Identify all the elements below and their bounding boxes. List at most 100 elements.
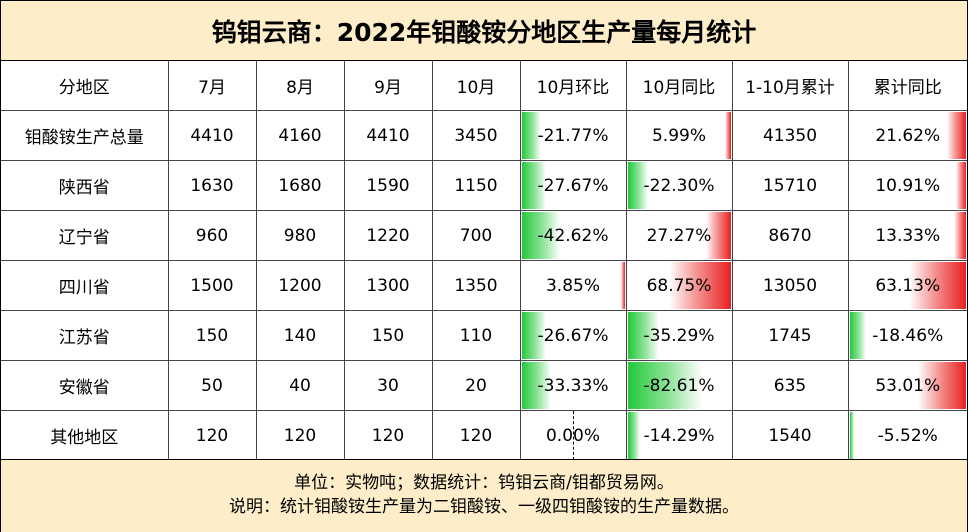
cumulative-cell: 1540 xyxy=(731,410,849,461)
cumulative-cell: 1745 xyxy=(731,310,849,361)
data-bar xyxy=(946,112,966,159)
cum-yoy-cell: 13.33% xyxy=(847,210,967,261)
mom-cell: -26.67% xyxy=(519,310,627,361)
cum-yoy-cell: 53.01% xyxy=(847,360,967,411)
mom-cell: -21.77% xyxy=(519,110,627,161)
yoy-cell: 5.99% xyxy=(625,110,733,161)
region-cell: 江苏省 xyxy=(1,310,169,361)
cum-yoy-cell: 10.91% xyxy=(847,160,967,211)
cum-yoy-value: 13.33% xyxy=(875,225,941,246)
oct-cell: 700 xyxy=(431,210,521,261)
mom-cell: -27.67% xyxy=(519,160,627,211)
header-cumulative: 1-10月累计 xyxy=(731,61,849,111)
data-bar xyxy=(725,112,731,159)
jul-cell: 150 xyxy=(167,310,257,361)
sep-cell: 150 xyxy=(343,310,433,361)
mom-value: -27.67% xyxy=(537,175,609,196)
aug-cell: 4160 xyxy=(255,110,345,161)
region-cell: 辽宁省 xyxy=(1,210,169,261)
oct-cell: 3450 xyxy=(431,110,521,161)
sep-cell: 120 xyxy=(343,410,433,461)
cum-yoy-value: 21.62% xyxy=(875,125,941,146)
aug-cell: 120 xyxy=(255,410,345,461)
data-bar xyxy=(954,212,966,259)
data-bar xyxy=(521,162,547,209)
data-bar xyxy=(956,162,966,209)
table-row: 四川省 1500 1200 1300 1350 3.85% 68.75% 13050 63.13… xyxy=(1,260,967,311)
cum-yoy-value: -18.46% xyxy=(872,325,944,346)
table-row: 安徽省 50 40 30 20 -33.33% -82.61% 635 53.01% xyxy=(1,360,967,411)
data-bar xyxy=(849,412,855,459)
data-bar xyxy=(521,312,546,359)
data-bar xyxy=(521,112,542,159)
yoy-value: -22.30% xyxy=(643,175,715,196)
region-cell: 陕西省 xyxy=(1,160,169,211)
header-cumulative-yoy: 累计同比 xyxy=(847,61,967,111)
cum-yoy-value: -5.52% xyxy=(877,425,938,446)
table-row: 其他地区 120 120 120 120 0.00% -14.29% 1540 -5.52% xyxy=(1,410,967,461)
oct-cell: 120 xyxy=(431,410,521,461)
sep-cell: 4410 xyxy=(343,110,433,161)
region-cell: 其他地区 xyxy=(1,410,169,461)
cum-yoy-cell: 21.62% xyxy=(847,110,967,161)
header-mom: 10月环比 xyxy=(519,61,627,111)
region-cell: 钼酸铵生产总量 xyxy=(1,110,169,161)
cumulative-cell: 8670 xyxy=(731,210,849,261)
data-bar xyxy=(668,262,731,309)
sep-cell: 1220 xyxy=(343,210,433,261)
yoy-value: -35.29% xyxy=(643,325,715,346)
table-row: 江苏省 150 140 150 110 -26.67% -35.29% 1745 -18.46% xyxy=(1,310,967,361)
header-region: 分地区 xyxy=(1,61,169,111)
mom-value: -42.62% xyxy=(537,225,609,246)
mom-cell: 0.00% xyxy=(519,410,627,461)
yoy-cell: 27.27% xyxy=(625,210,733,261)
mom-value: 0.00% xyxy=(545,425,600,446)
yoy-cell: -14.29% xyxy=(625,410,733,461)
mom-value: -21.77% xyxy=(537,125,609,146)
mom-cell: 3.85% xyxy=(519,260,627,311)
yoy-cell: -82.61% xyxy=(625,360,733,411)
yoy-cell: 68.75% xyxy=(625,260,733,311)
sep-cell: 30 xyxy=(343,360,433,411)
mom-cell: -42.62% xyxy=(519,210,627,261)
yoy-value: -82.61% xyxy=(643,375,715,396)
header-row: 分地区 7月 8月 9月 10月 10月环比 10月同比 1-10月累计 累计同… xyxy=(1,61,967,111)
aug-cell: 1200 xyxy=(255,260,345,311)
footer: 单位：实物吨；数据统计：钨钼云商/钼都贸易网。 说明：统计钼酸铵生产量为二钼酸铵… xyxy=(1,459,967,532)
mom-value: 3.85% xyxy=(545,275,600,296)
header-oct: 10月 xyxy=(431,61,521,111)
data-bar xyxy=(627,312,660,359)
oct-cell: 20 xyxy=(431,360,521,411)
data-bar xyxy=(627,162,648,209)
production-table: 分地区 7月 8月 9月 10月 10月环比 10月同比 1-10月累计 累计同… xyxy=(1,61,967,461)
cum-yoy-cell: -5.52% xyxy=(847,410,967,461)
jul-cell: 4410 xyxy=(167,110,257,161)
cum-yoy-value: 53.01% xyxy=(875,375,941,396)
yoy-cell: -35.29% xyxy=(625,310,733,361)
data-bar xyxy=(849,312,867,359)
cumulative-cell: 635 xyxy=(731,360,849,411)
zero-axis-line xyxy=(572,411,574,460)
header-yoy: 10月同比 xyxy=(625,61,733,111)
jul-cell: 960 xyxy=(167,210,257,261)
sep-cell: 1590 xyxy=(343,160,433,211)
jul-cell: 1630 xyxy=(167,160,257,211)
data-bar xyxy=(621,262,625,309)
footer-unit-note: 单位：实物吨；数据统计：钨钼云商/钼都贸易网。 xyxy=(294,473,674,493)
aug-cell: 980 xyxy=(255,210,345,261)
yoy-value: 5.99% xyxy=(651,125,706,146)
aug-cell: 40 xyxy=(255,360,345,411)
cumulative-cell: 13050 xyxy=(731,260,849,311)
cumulative-cell: 15710 xyxy=(731,160,849,211)
header-jul: 7月 xyxy=(167,61,257,111)
jul-cell: 1500 xyxy=(167,260,257,311)
cum-yoy-value: 63.13% xyxy=(875,275,941,296)
report-title: 钨钼云商：2022年钼酸铵分地区生产量每月统计 xyxy=(1,1,967,61)
oct-cell: 1150 xyxy=(431,160,521,211)
header-aug: 8月 xyxy=(255,61,345,111)
table-row: 辽宁省 960 980 1220 700 -42.62% 27.27% 8670 13.33% xyxy=(1,210,967,261)
region-cell: 安徽省 xyxy=(1,360,169,411)
aug-cell: 1680 xyxy=(255,160,345,211)
data-bar xyxy=(627,412,641,459)
